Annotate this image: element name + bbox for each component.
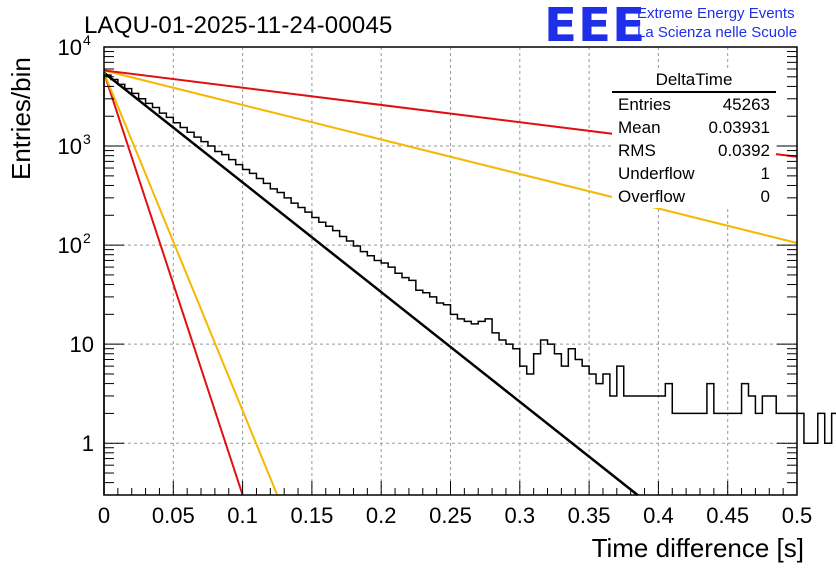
x-tick-label: 0.15: [290, 503, 333, 528]
x-axis-label: Time difference [s]: [591, 533, 804, 563]
stats-label: RMS: [618, 141, 656, 160]
x-tick-label: 0.5: [782, 503, 813, 528]
stats-title: DeltaTime: [612, 70, 776, 93]
series-line-orange-slow: [103, 69, 798, 244]
stats-label: Overflow: [618, 187, 686, 206]
eee-logo-mark: EEE: [544, 0, 647, 52]
y-axis-label: Entries/bin: [6, 57, 36, 180]
x-tick-label: 0.1: [227, 503, 258, 528]
stats-label: Mean: [618, 118, 661, 137]
y-tick-label: 10: [58, 233, 82, 258]
y-tick-exponent: 3: [83, 131, 91, 147]
series-line-orange-fast: [103, 72, 279, 496]
x-tick-label: 0.05: [152, 503, 195, 528]
stats-value: 1: [760, 164, 770, 183]
series-line-red-fast: [103, 72, 244, 496]
logo-subtitle: Extreme Energy Events La Scienza nelle S…: [637, 4, 797, 42]
x-tick-label: 0.4: [643, 503, 674, 528]
stats-box: DeltaTime Entries 45263 Mean 0.03931 RMS…: [612, 70, 776, 208]
x-tick-label: 0.25: [429, 503, 472, 528]
stats-value: 0: [760, 187, 770, 206]
x-tick-label: 0.45: [706, 503, 749, 528]
logo-line-1: Extreme Energy Events: [637, 5, 795, 22]
y-tick-exponent: 4: [83, 32, 91, 48]
chart-title: LAQU-01-2025-11-24-00045: [84, 12, 393, 39]
stats-row-entries: Entries 45263: [612, 93, 776, 116]
y-tick-exponent: 2: [83, 230, 91, 246]
axis-ticks: [103, 46, 798, 496]
logo-line-2: La Scienza nelle Scuole: [637, 24, 798, 41]
stats-value: 0.03931: [708, 118, 770, 137]
stats-row-underflow: Underflow 1: [612, 162, 776, 185]
x-tick-label: 0: [98, 503, 110, 528]
stats-row-overflow: Overflow 0: [612, 185, 776, 208]
x-tick-labels: 0 0.05 0.1 0.15 0.2 0.25 0.3 0.35 0.4 0.45 0.5: [98, 503, 812, 528]
y-tick-label: 10: [58, 35, 82, 60]
stats-value: 45263: [722, 95, 770, 114]
stats-value: 0.0392: [718, 141, 770, 160]
y-tick-label: 10: [58, 134, 82, 159]
histogram-outline: [103, 74, 836, 495]
histogram-group: [103, 74, 836, 495]
stats-row-rms: RMS 0.0392: [612, 139, 776, 162]
stats-row-mean: Mean 0.03931: [612, 116, 776, 139]
stats-label: Underflow: [618, 164, 695, 183]
x-tick-label: 0.35: [568, 503, 611, 528]
stats-label: Entries: [618, 95, 671, 114]
y-tick-label: 10: [70, 332, 94, 357]
series-line-fit: [103, 71, 639, 496]
y-tick-label: 1: [82, 431, 94, 456]
x-tick-label: 0.3: [505, 503, 536, 528]
x-tick-label: 0.2: [366, 503, 397, 528]
